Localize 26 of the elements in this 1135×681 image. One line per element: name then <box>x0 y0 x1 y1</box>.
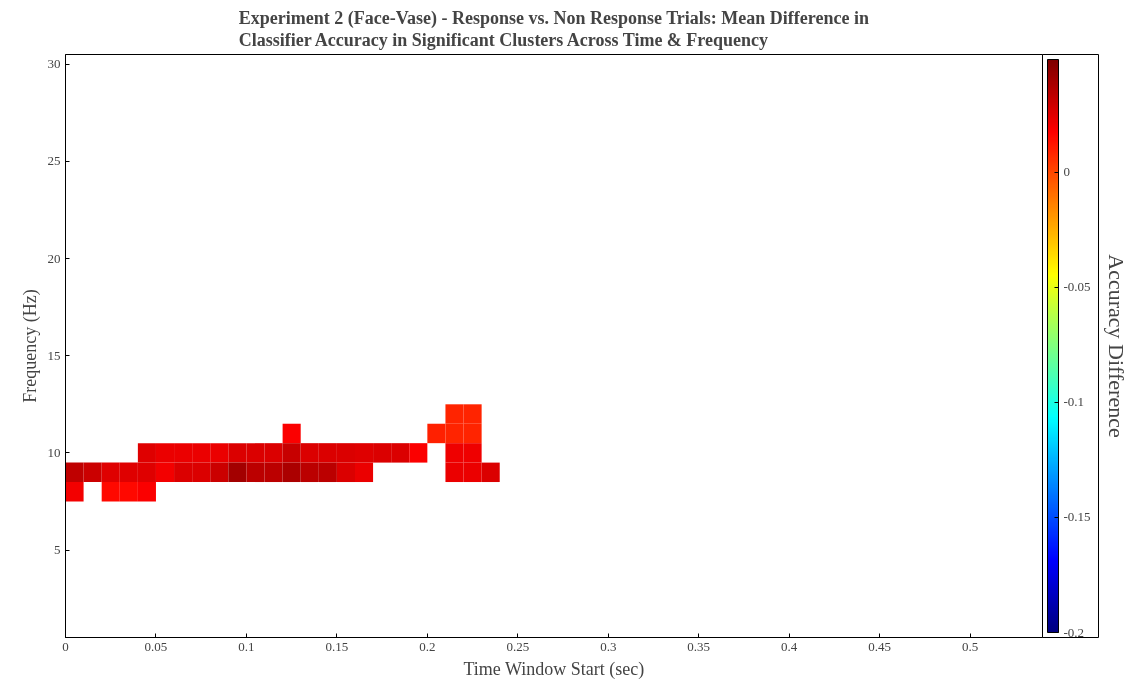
color-bar-label: 0 <box>1063 164 1070 180</box>
x-tick-label: 0.4 <box>781 638 798 654</box>
color-bar-label: -0.15 <box>1063 509 1091 525</box>
y-tick-label: 10 <box>47 444 61 460</box>
chart-title: Experiment 2 (Face-Vase) - Response vs. Non Response Trials: Mean Difference in Classifier Accuracy in Significant Clusters Across Time & Frequency <box>238 7 869 50</box>
y-tick-label: 30 <box>47 56 61 72</box>
x-tick-label: 0.25 <box>506 638 530 654</box>
x-tick-label: 0.15 <box>325 638 349 654</box>
x-axis-title: Time Window Start (sec) <box>463 658 645 680</box>
x-tick-label: 0.05 <box>144 638 168 654</box>
y-axis-title: Frequency (Hz) <box>19 289 41 403</box>
color-bar-label: -0.2 <box>1063 624 1085 640</box>
y-tick-label: 15 <box>47 347 61 363</box>
x-tick-label: 0.2 <box>419 638 436 654</box>
color-bar-label: -0.1 <box>1063 394 1085 410</box>
x-tick-label: 0 <box>62 638 69 654</box>
x-tick-label: 0.1 <box>238 638 255 654</box>
x-tick-label: 0.3 <box>600 638 617 654</box>
y-tick-label: 20 <box>47 250 61 266</box>
color-bar-label: -0.05 <box>1063 279 1091 295</box>
x-tick-label: 0.5 <box>962 638 979 654</box>
color-bar-title: Accuracy Difference <box>1103 254 1129 438</box>
x-tick-label: 0.45 <box>868 638 892 654</box>
y-tick-label: 25 <box>47 153 61 169</box>
x-tick-label: 0.35 <box>687 638 711 654</box>
y-tick-label: 5 <box>54 542 61 558</box>
